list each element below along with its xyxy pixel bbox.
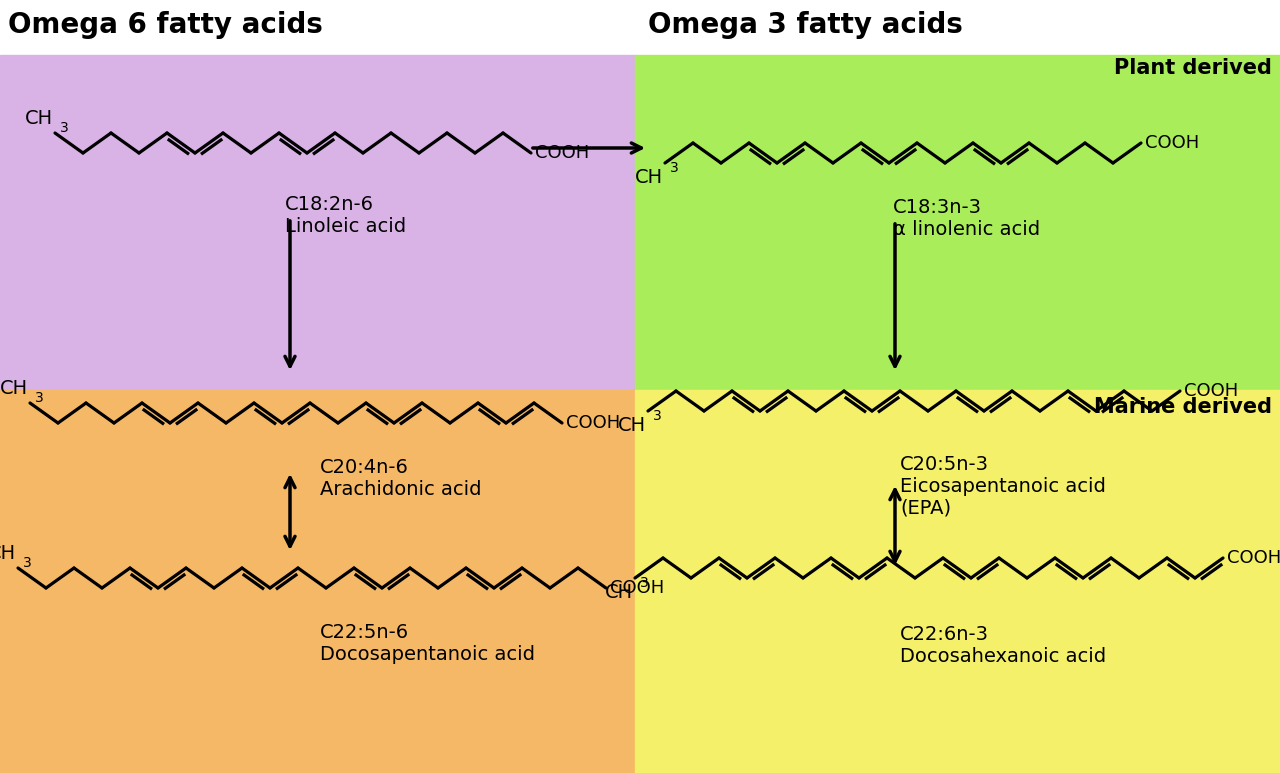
Bar — [635, 390, 1280, 773]
Text: C18:2n-6: C18:2n-6 — [285, 195, 374, 214]
Bar — [635, 55, 1280, 390]
Text: COOH: COOH — [535, 144, 589, 162]
Text: Plant derived: Plant derived — [1114, 58, 1272, 78]
Text: Docosahexanoic acid: Docosahexanoic acid — [900, 647, 1106, 666]
Text: C20:5n-3: C20:5n-3 — [900, 455, 989, 474]
Text: COOH: COOH — [1146, 134, 1199, 152]
Text: C18:3n-3: C18:3n-3 — [893, 198, 982, 217]
Text: C22:5n-6: C22:5n-6 — [320, 623, 410, 642]
Text: Marine derived: Marine derived — [1094, 397, 1272, 417]
Text: 3: 3 — [669, 161, 678, 175]
Text: Omega 6 fatty acids: Omega 6 fatty acids — [8, 11, 323, 39]
Text: CH: CH — [635, 168, 663, 187]
Text: Eicosapentanoic acid: Eicosapentanoic acid — [900, 477, 1106, 496]
Text: Linoleic acid: Linoleic acid — [285, 217, 406, 236]
Text: 3: 3 — [653, 409, 662, 423]
Text: (EPA): (EPA) — [900, 499, 951, 518]
Text: 3: 3 — [35, 391, 44, 405]
Text: 3: 3 — [60, 121, 69, 135]
Text: Docosapentanoic acid: Docosapentanoic acid — [320, 645, 535, 664]
Text: Arachidonic acid: Arachidonic acid — [320, 480, 481, 499]
Text: CH: CH — [0, 544, 15, 563]
Text: CH: CH — [24, 109, 52, 128]
Text: CH: CH — [605, 583, 634, 602]
Text: COOH: COOH — [566, 414, 621, 432]
Bar — [0, 55, 635, 390]
Text: CH: CH — [0, 379, 28, 398]
Text: COOH: COOH — [1228, 549, 1280, 567]
Text: α linolenic acid: α linolenic acid — [893, 220, 1041, 239]
Text: 3: 3 — [640, 576, 649, 590]
Text: COOH: COOH — [1184, 382, 1238, 400]
Text: CH: CH — [618, 416, 646, 435]
Bar — [0, 0, 1280, 55]
Bar — [0, 390, 635, 773]
Text: COOH: COOH — [611, 579, 664, 597]
Text: C20:4n-6: C20:4n-6 — [320, 458, 408, 477]
Text: 3: 3 — [23, 556, 32, 570]
Text: C22:6n-3: C22:6n-3 — [900, 625, 989, 644]
Text: Omega 3 fatty acids: Omega 3 fatty acids — [648, 11, 963, 39]
